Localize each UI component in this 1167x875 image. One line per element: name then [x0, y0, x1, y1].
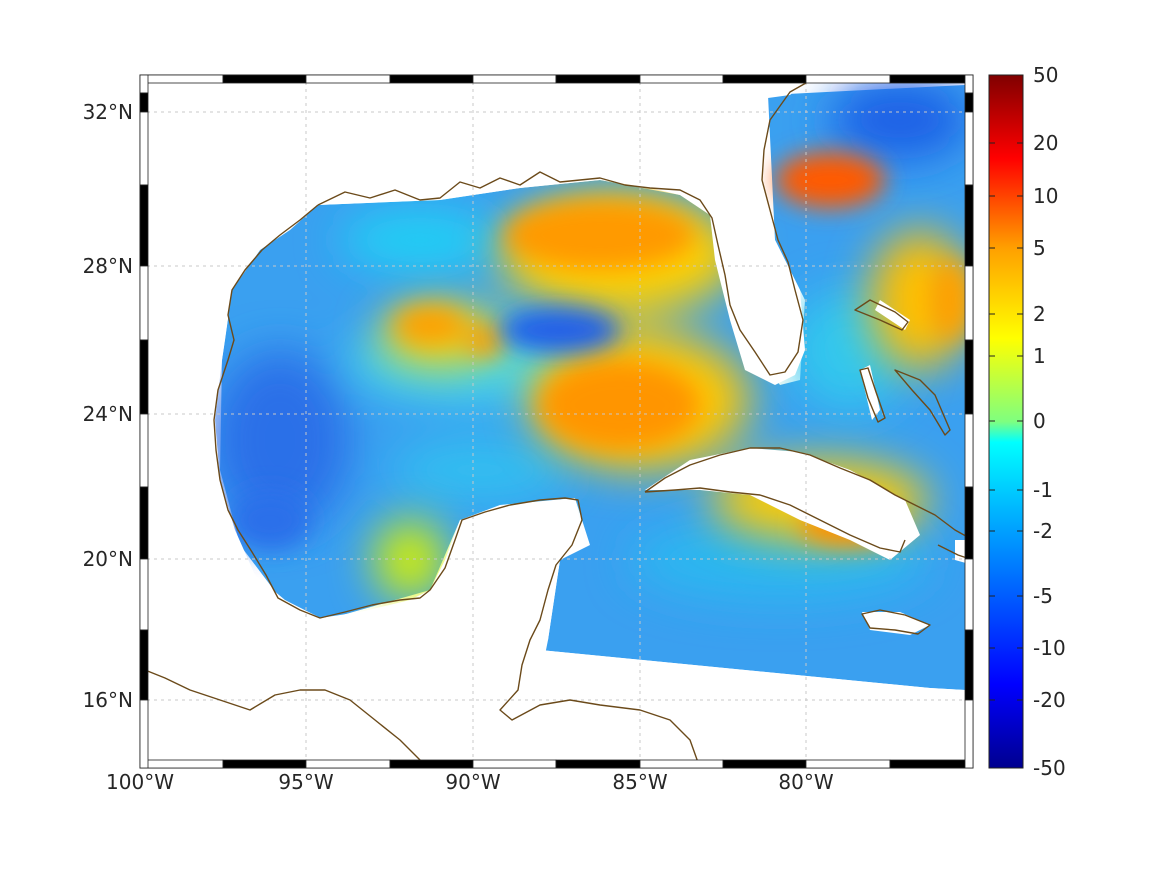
frame-segment [139, 486, 149, 560]
frame-segment [222, 74, 307, 84]
west-orange [395, 307, 465, 343]
frame-segment [722, 74, 807, 84]
frame-segment [139, 184, 149, 267]
frame-segment [964, 413, 974, 488]
colorbar-tick-label: -2 [1033, 519, 1053, 543]
frame-segment [555, 74, 641, 84]
frame-segment [964, 184, 974, 267]
frame-segment [139, 413, 149, 488]
frame-segment [139, 629, 149, 701]
colorbar-tick-label: -50 [1033, 756, 1066, 780]
colorbar-tick-label: -1 [1033, 478, 1053, 502]
scalar-field [140, 75, 973, 768]
bottom-border [139, 759, 974, 769]
y-axis-labels: 32°N 28°N 24°N 20°N 16°N [83, 100, 133, 712]
x-tick-label: 85°W [612, 770, 667, 794]
y-tick-label: 28°N [83, 254, 133, 278]
atlantic-orange [930, 260, 970, 340]
frame-segment [139, 92, 149, 113]
right-border [964, 74, 974, 769]
us-gulf-coastline [317, 74, 821, 376]
north-gulf-cyan [340, 210, 500, 270]
colorbar-tick-label: 20 [1033, 131, 1058, 155]
frame-segment [805, 759, 891, 769]
west-gulf-blue [210, 350, 350, 530]
frame-segment [222, 759, 307, 769]
frame-segment [964, 92, 974, 113]
colorbar-tick-label: -10 [1033, 636, 1066, 660]
frame-segment [555, 759, 641, 769]
bahamas-coastline [854, 299, 951, 436]
loop-orange [540, 360, 700, 450]
x-tick-label: 95°W [278, 770, 333, 794]
frame-segment [139, 74, 149, 94]
left-border [139, 74, 149, 769]
frame-segment [964, 265, 974, 341]
frame-segment [639, 759, 724, 769]
frame-segment [964, 339, 974, 415]
frame-segment [139, 74, 224, 84]
frame-segment [889, 759, 974, 769]
coastlines [139, 74, 974, 769]
frame-segment [964, 111, 974, 186]
frame-segment [964, 74, 974, 94]
colorbar-tick-label: 1 [1033, 344, 1046, 368]
colorbar-tick-label: -20 [1033, 688, 1066, 712]
grid-lines [140, 75, 973, 768]
frame-segment [889, 74, 974, 84]
y-tick-label: 24°N [83, 402, 133, 426]
frame-segment [472, 759, 557, 769]
y-tick-label: 20°N [83, 547, 133, 571]
frame-segment [389, 74, 474, 84]
frame-segment [722, 759, 807, 769]
colorbar-tick-label: -5 [1033, 584, 1053, 608]
y-tick-label: 16°N [83, 688, 133, 712]
x-tick-label: 80°W [778, 770, 833, 794]
axes-frame [139, 74, 974, 769]
west-orange-2 [465, 325, 505, 355]
colorbar-tick-label: 50 [1033, 63, 1058, 87]
south-gulf-cyan [390, 440, 570, 500]
top-border [139, 74, 974, 84]
gulf-dark-blue [500, 308, 620, 352]
bay-dark-blue [230, 490, 310, 550]
land-mask [140, 75, 973, 768]
mexico-coastline [213, 204, 701, 769]
frame-segment [139, 339, 149, 415]
x-tick-label: 100°W [106, 770, 174, 794]
x-axis-labels: 100°W 95°W 90°W 85°W 80°W [106, 770, 834, 794]
frame-segment [964, 558, 974, 631]
ne-gulf-orange [505, 200, 695, 270]
colorbar-tick-label: 10 [1033, 184, 1058, 208]
frame-segment [139, 699, 149, 769]
frame-segment [139, 265, 149, 341]
frame-segment [964, 699, 974, 769]
frame-segment [964, 486, 974, 560]
colorbar-tick-label: 2 [1033, 302, 1046, 326]
cuba-coastline [644, 447, 974, 553]
colorbar-tick-label: 5 [1033, 236, 1046, 260]
east-atlantic-blue [830, 80, 970, 160]
jamaica-coastline [861, 609, 931, 635]
colorbar-tick-label: 0 [1033, 409, 1046, 433]
campeche-yellow [375, 520, 445, 600]
frame-segment [389, 759, 474, 769]
sc-red [775, 152, 885, 208]
y-tick-label: 32°N [83, 100, 133, 124]
central-america-coastline [139, 667, 431, 769]
frame-segment [964, 629, 974, 701]
frame-segment [139, 111, 149, 186]
frame-segment [139, 759, 224, 769]
x-tick-label: 90°W [445, 770, 500, 794]
frame-segment [639, 74, 724, 84]
frame-segment [472, 74, 557, 84]
frame-segment [305, 74, 391, 84]
frame-segment [139, 558, 149, 631]
frame-segment [305, 759, 391, 769]
frame-segment [805, 74, 891, 84]
